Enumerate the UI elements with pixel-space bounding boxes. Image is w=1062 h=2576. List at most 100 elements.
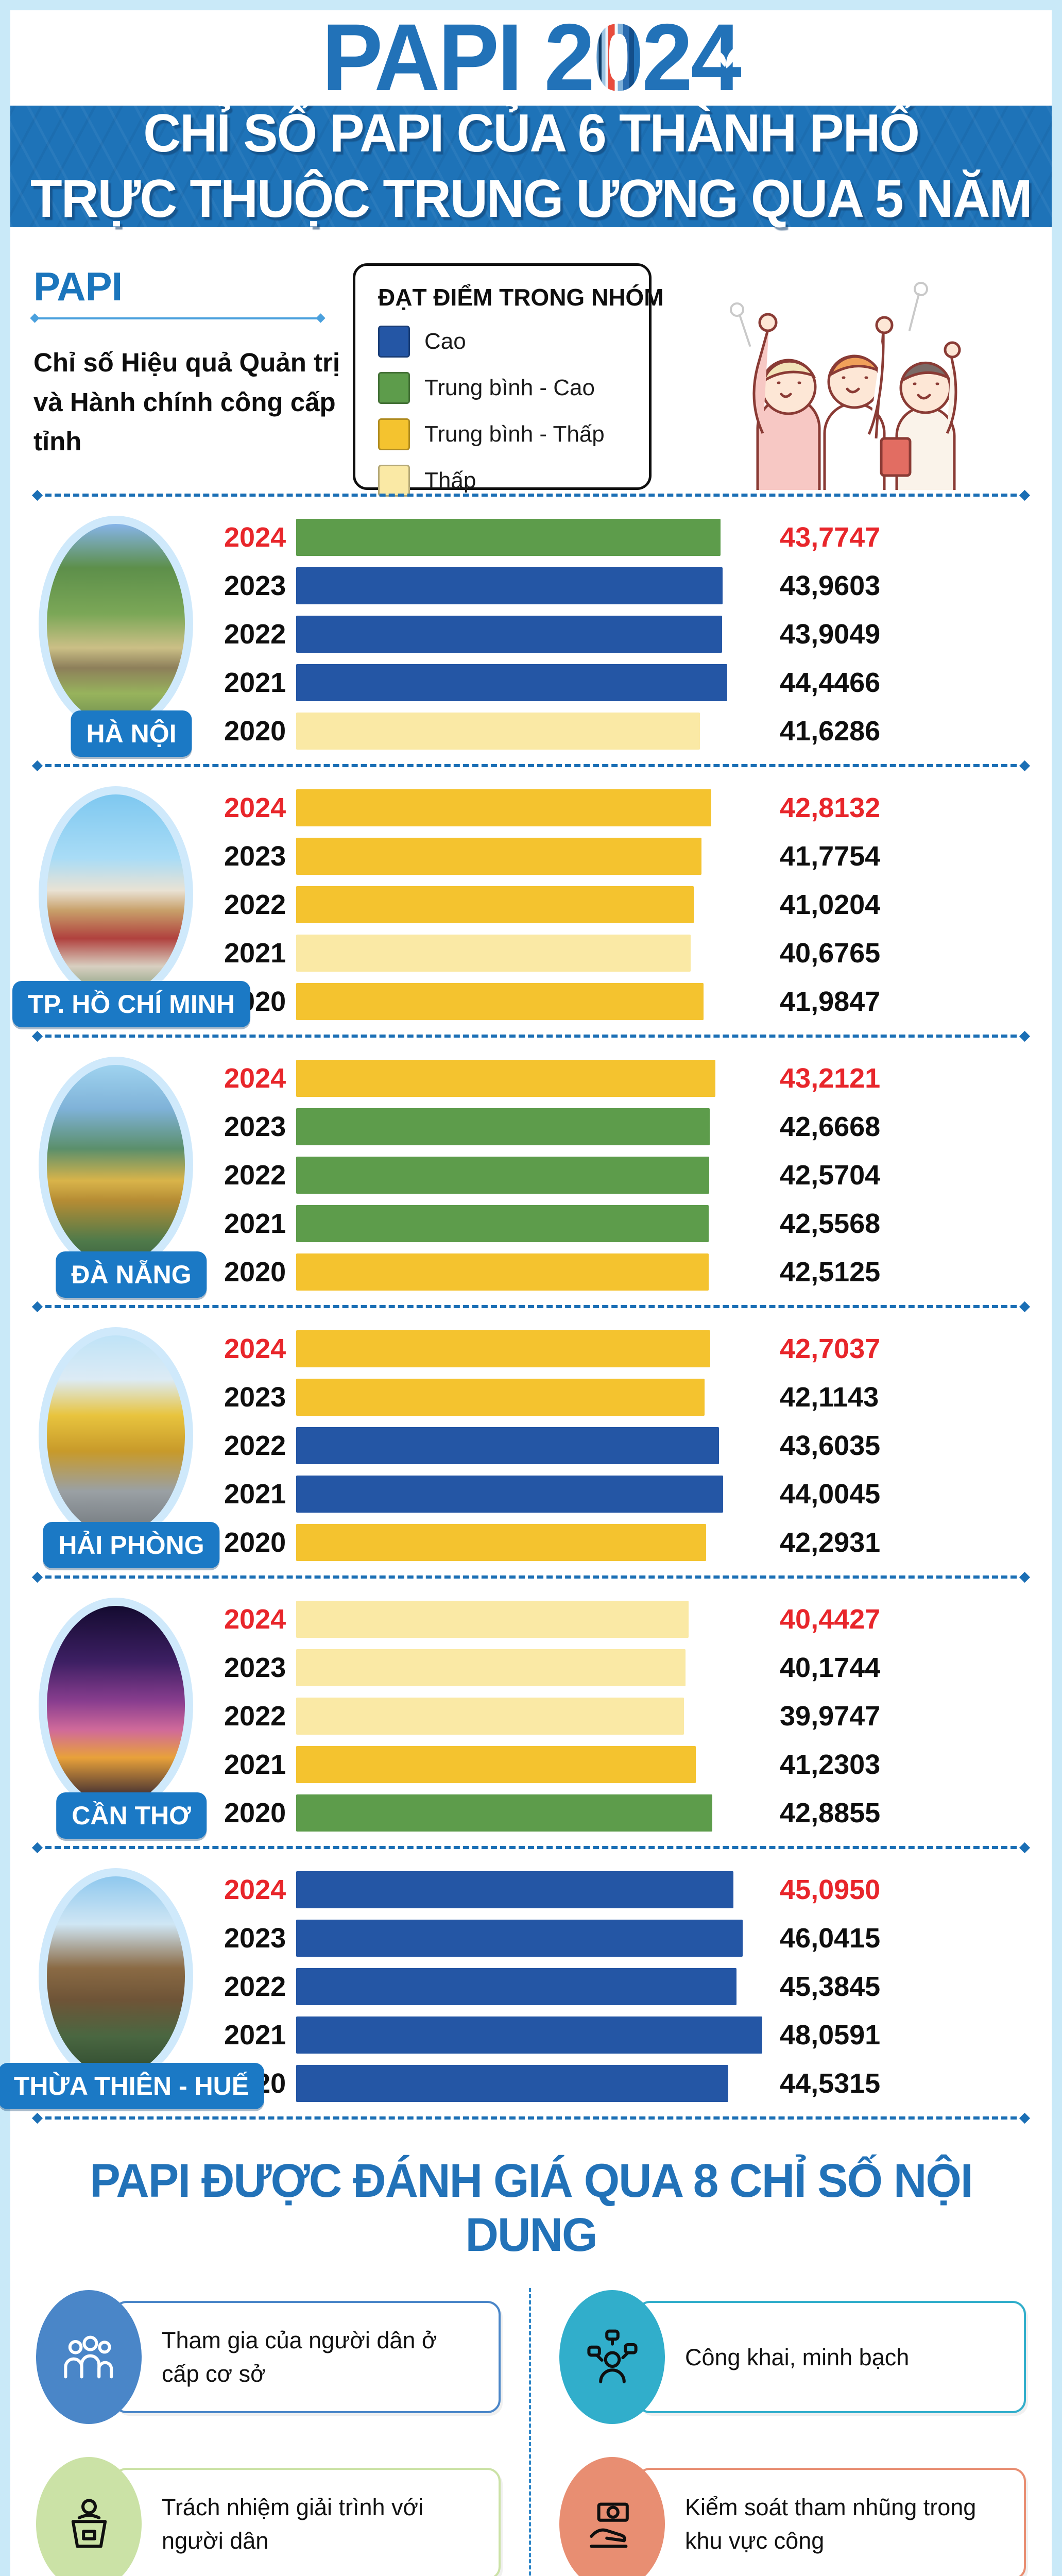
bar-row-2021: 2021 44,0045 <box>224 1476 1029 1513</box>
index-label: Tham gia của người dân ở cấp cơ sở <box>162 2327 437 2387</box>
score-bar-trung_binh_cao <box>296 1157 709 1194</box>
index-label: Kiểm soát tham nhũng trong khu vực công <box>685 2494 977 2554</box>
bar-row-2023: 2023 42,1143 <box>224 1379 1029 1416</box>
legend-label: Thấp <box>424 468 476 494</box>
bar-track <box>296 1253 762 1291</box>
city-name-tag: ĐÀ NẴNG <box>56 1251 207 1298</box>
bar-track <box>296 1330 762 1368</box>
city-section-3: ĐÀ NẴNG 2024 43,2121 2023 42,6668 2022 42,5704… <box>10 1031 1052 1301</box>
bar-track <box>296 1476 762 1513</box>
score-bar-trung_binh_thap <box>296 983 704 1021</box>
bar-row-2024: 2024 42,8132 <box>224 789 1029 827</box>
score-value: 39,9747 <box>780 1701 881 1732</box>
logo-text-prefix: PAPI 2 <box>322 5 595 111</box>
score-value: 43,7747 <box>780 522 881 553</box>
bar-row-2021: 2021 41,2303 <box>224 1746 1029 1784</box>
score-bar-trung_binh_thap <box>296 1746 696 1784</box>
papi-description: Chỉ số Hiệu quả Quản trị và Hành chính c… <box>33 343 353 462</box>
bar-row-2020: 2020 42,2931 <box>224 1524 1029 1562</box>
bar-track <box>296 1871 762 1909</box>
bar-row-2022: 2022 43,9049 <box>224 616 1029 653</box>
city-section-6: THỪA THIÊN - HUẾ 2024 45,0950 2023 46,0415 20… <box>0 1842 1052 2113</box>
score-bar-cao <box>296 1871 734 1909</box>
papi-bar-chart: 2024 42,8132 2023 41,7754 2022 41,0204 2021 40,… <box>224 789 1029 1021</box>
year-label: 2021 <box>224 1479 286 1510</box>
ben-thanh-market-photo <box>39 786 193 1003</box>
header: PAPI 2024 <box>10 10 1052 106</box>
score-bar-thap <box>296 1649 686 1687</box>
city-chart-sections: HÀ NỘI 2024 43,7747 2023 43,9603 2022 43,9049 2… <box>0 490 1052 2113</box>
score-bar-trung_binh_thap <box>296 1060 715 1097</box>
score-bar-trung_binh_thap <box>296 838 701 875</box>
score-bar-trung_binh_cao <box>296 1108 710 1146</box>
city-section-2: TP. HỒ CHÍ MINH 2024 42,8132 2023 41,7754 202… <box>10 760 1052 1031</box>
city-section-4: HẢI PHÒNG 2024 42,7037 2023 42,1143 2022 43,60… <box>10 1301 1052 1572</box>
transparency-speech-bubbles-icon <box>587 2329 638 2384</box>
papi-bar-chart: 2024 43,2121 2023 42,6668 2022 42,5704 2021 42,… <box>224 1060 1029 1291</box>
hoan-kiem-turtle-tower-photo <box>39 516 193 733</box>
score-bar-trung_binh_cao <box>296 1794 712 1832</box>
city-medallion: HẢI PHÒNG <box>39 1327 224 1569</box>
score-value: 42,5568 <box>780 1208 881 1240</box>
bar-row-2024: 2024 40,4427 <box>224 1601 1029 1638</box>
year-label: 2021 <box>224 938 286 969</box>
score-value: 40,6765 <box>780 938 881 969</box>
index-icon-circle <box>36 2457 142 2576</box>
score-value: 45,3845 <box>780 1971 881 2003</box>
golden-bridge-photo <box>39 1057 193 1274</box>
index-icon-circle <box>559 2457 665 2576</box>
score-group-legend: ĐẠT ĐIỂM TRONG NHÓM Cao Trung bình - Cao T… <box>353 263 664 497</box>
city-name-tag: HẢI PHÒNG <box>43 1522 220 1569</box>
score-value: 42,5125 <box>780 1257 881 1288</box>
index-item-3: Trách nhiệm giải trình với người dân <box>36 2455 501 2576</box>
year-label: 2020 <box>224 716 286 747</box>
score-bar-trung_binh_thap <box>296 1379 705 1416</box>
leaf-icon <box>719 45 739 69</box>
bar-row-2022: 2022 41,0204 <box>224 886 1029 924</box>
bar-row-2022: 2022 42,5704 <box>224 1157 1029 1194</box>
index-icon-circle <box>36 2290 142 2425</box>
legend-item-thap: Thấp <box>378 465 626 497</box>
score-value: 42,8855 <box>780 1798 881 1829</box>
score-bar-cao <box>296 664 727 702</box>
year-label: 2023 <box>224 1923 286 1954</box>
score-value: 48,0591 <box>780 2020 881 2051</box>
bar-track <box>296 1379 762 1416</box>
index-label-box: Tham gia của người dân ở cấp cơ sở <box>113 2301 501 2414</box>
legend-items: Cao Trung bình - Cao Trung bình - Thấp Thấp <box>378 326 626 497</box>
bar-track <box>296 616 762 653</box>
index-label-box: Kiểm soát tham nhũng trong khu vực công <box>637 2468 1026 2576</box>
year-label: 2024 <box>224 1063 286 1094</box>
year-label: 2021 <box>224 667 286 699</box>
score-value: 43,2121 <box>780 1063 881 1094</box>
section-divider <box>33 1031 1029 1041</box>
papi-description-line1: Chỉ số Hiệu quả Quản trị <box>33 348 340 378</box>
score-bar-cao <box>296 1968 736 2006</box>
section-divider <box>33 760 1029 771</box>
score-value: 41,2303 <box>780 1749 881 1781</box>
bar-row-2023: 2023 41,7754 <box>224 838 1029 875</box>
bar-row-2024: 2024 43,2121 <box>224 1060 1029 1097</box>
bar-row-2020: 2020 42,5125 <box>224 1253 1029 1291</box>
year-label: 2023 <box>224 1652 286 1684</box>
banner-title-line2: TRỰC THUỘC TRUNG ƯƠNG QUA 5 NĂM <box>30 169 1033 229</box>
year-label: 2021 <box>224 1749 286 1781</box>
bar-row-2021: 2021 44,4466 <box>224 664 1029 702</box>
bar-track <box>296 1524 762 1562</box>
bar-row-2022: 2022 45,3845 <box>224 1968 1029 2006</box>
city-medallion: ĐÀ NẴNG <box>39 1057 224 1298</box>
score-value: 41,9847 <box>780 986 881 1018</box>
index-icon-circle <box>559 2290 665 2425</box>
legend-item-trung_binh_cao: Trung bình - Cao <box>378 372 626 404</box>
papi-bar-chart: 2024 42,7037 2023 42,1143 2022 43,6035 2021 44,… <box>224 1330 1029 1562</box>
legend-label: Trung bình - Thấp <box>424 421 605 447</box>
score-bar-trung_binh_thap <box>296 1524 707 1562</box>
legend-swatch-trung_binh_thap <box>378 418 410 451</box>
bar-row-2024: 2024 42,7037 <box>224 1330 1029 1368</box>
city-name-tag: TP. HỒ CHÍ MINH <box>12 981 250 1028</box>
year-label: 2022 <box>224 1971 286 2003</box>
score-value: 46,0415 <box>780 1923 881 1954</box>
bar-row-2020: 2020 42,8855 <box>224 1794 1029 1832</box>
papi-bar-chart: 2024 45,0950 2023 46,0415 2022 45,3845 2021 48,… <box>224 1871 1029 2103</box>
index-item-1: Tham gia của người dân ở cấp cơ sở <box>36 2288 501 2426</box>
